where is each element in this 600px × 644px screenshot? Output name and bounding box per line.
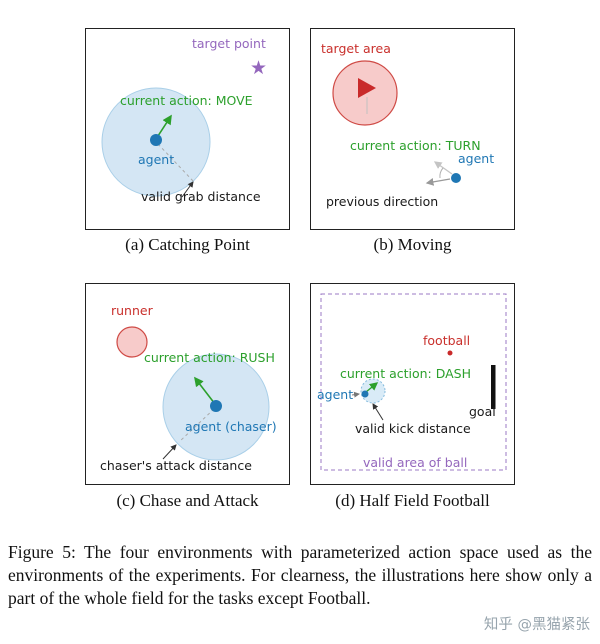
valid-ball-area-label: valid area of ball	[363, 455, 468, 470]
moving-target-play-icon	[358, 78, 376, 98]
subcaption-d: (d) Half Field Football	[335, 491, 490, 510]
goal-label: goal	[469, 404, 496, 419]
agent-dot	[451, 173, 461, 183]
target-area-label: target area	[321, 41, 391, 56]
panel-catching-point: ★ target point current action: MOVE agen…	[85, 28, 290, 230]
valid-ball-area-rect	[320, 293, 507, 471]
previous-direction-arrow	[425, 178, 451, 186]
kick-range-circle	[360, 378, 386, 404]
grab-radius-dashed-line	[157, 143, 195, 183]
target-point-star-icon: ★	[250, 57, 268, 79]
kick-distance-label: valid kick distance	[355, 421, 471, 436]
attack-distance-label: chaser's attack distance	[100, 458, 252, 473]
agent-label: agent	[458, 151, 495, 166]
agent-label: agent	[138, 152, 175, 167]
agent-dot	[210, 400, 222, 412]
subcaption-a: (a) Catching Point	[125, 235, 250, 254]
target-point-label: target point	[192, 36, 266, 51]
rush-action-arrow	[194, 376, 216, 405]
panel-b-graphics	[332, 60, 461, 186]
runner-label: runner	[111, 303, 153, 318]
current-action-label: current action: MOVE	[120, 93, 253, 108]
subcaption-c: (c) Chase and Attack	[116, 491, 259, 510]
new-direction-arrow	[433, 161, 453, 175]
panel-half-field-football: football current action: DASH agent vali…	[310, 283, 515, 485]
agent-dot	[150, 134, 162, 146]
panel-chase-and-attack: runner current action: RUSH agent (chase…	[85, 283, 290, 485]
kick-distance-pointer-arrow	[372, 403, 384, 421]
previous-direction-label: previous direction	[326, 194, 439, 209]
runner-circle	[116, 326, 148, 358]
attack-radius-dashed-line	[178, 408, 215, 443]
turn-angle-arc	[439, 167, 444, 179]
panel-d-graphics	[320, 293, 507, 471]
current-action-label: current action: DASH	[340, 366, 472, 381]
agent-pointer-arrow	[351, 391, 360, 398]
agent-label: agent	[317, 387, 354, 402]
attack-distance-pointer-arrow	[162, 444, 177, 460]
panel-a-graphics	[101, 87, 211, 198]
panel-c-graphics	[116, 326, 270, 461]
panel-moving: target area current action: TURN agent p…	[310, 28, 515, 230]
figure-caption: Figure 5: The four environments with par…	[8, 542, 592, 608]
grab-distance-pointer-arrow	[181, 181, 194, 198]
watermark: 知乎 @黑猫紧张	[483, 617, 590, 633]
dash-action-arrow	[365, 382, 379, 393]
current-action-label: current action: TURN	[350, 138, 481, 153]
grab-distance-label: valid grab distance	[141, 189, 261, 204]
goal-bar	[491, 365, 496, 409]
current-action-label: current action: RUSH	[144, 350, 275, 365]
agent-dot	[361, 390, 369, 398]
football-dot	[447, 350, 453, 356]
subcaption-b: (b) Moving	[373, 235, 452, 254]
football-label: football	[423, 333, 471, 348]
agent-label: agent (chaser)	[185, 419, 277, 434]
